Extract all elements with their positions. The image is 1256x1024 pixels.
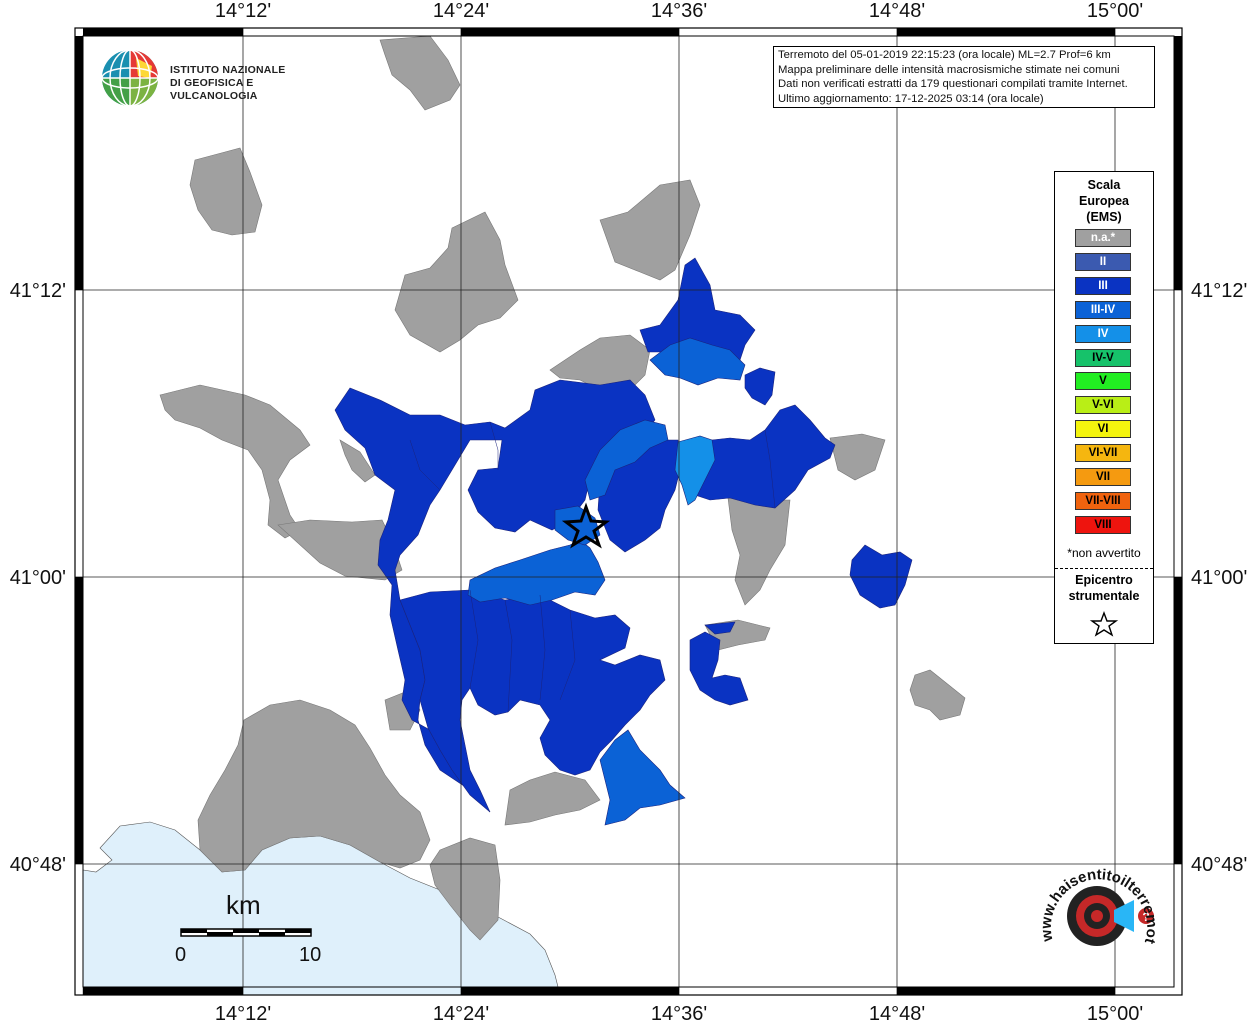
legend-item: VI-VII (1075, 444, 1131, 463)
municipalities-not-felt (159, 35, 966, 941)
lat-label: 40°48' (1191, 854, 1247, 876)
lon-label: 14°12' (215, 1003, 271, 1024)
haisentito-logo: ? www.haisentitoilterremoto.it (1034, 864, 1160, 946)
event-info-line: Dati non verificati estratti da 179 ques… (778, 78, 1128, 91)
ingv-logo: ISTITUTO NAZIONALE DI GEOFISICA E VULCAN… (100, 48, 320, 110)
scale-bar-unit: km (226, 890, 261, 920)
lon-label: 14°24' (433, 1003, 489, 1024)
legend-note: *non avvertito (1067, 546, 1141, 560)
epicenter-star-icon (561, 502, 611, 549)
legend-item: VIII (1075, 515, 1131, 534)
star-icon (1089, 611, 1119, 637)
legend-title-line: Scala (1087, 178, 1121, 192)
legend-title: Scala Europea (EMS) (1055, 177, 1153, 225)
lon-label: 14°48' (869, 0, 925, 22)
event-info-line: Terremoto del 05-01-2019 22:15:23 (ora l… (778, 49, 1111, 61)
lat-labels-left: 41°12' 41°00' 40°48' (10, 280, 66, 876)
legend-item: IV (1075, 324, 1131, 343)
globe-icon (101, 49, 159, 107)
scale-bar-start: 0 (175, 944, 187, 966)
legend-title-line: Europea (1078, 194, 1129, 208)
municipalities-intensity-III (334, 257, 913, 813)
lat-label: 41°00' (10, 567, 66, 589)
lon-label: 14°36' (651, 0, 707, 22)
event-info-line: Mappa preliminare delle intensità macros… (778, 63, 1120, 76)
lon-label: 15°00' (1087, 0, 1143, 22)
municipalities-intensity-IV (674, 435, 716, 506)
ingv-name-line2: DI GEOFISICA E VULCANOLOGIA (170, 77, 258, 102)
map-frame (74, 27, 1183, 996)
event-info-line: Ultimo aggiornamento: 17-12-2025 03:14 (… (778, 92, 1044, 105)
ingv-name-line1: ISTITUTO NAZIONALE (170, 64, 286, 76)
legend-item: VII-VIII (1075, 491, 1131, 510)
intensity-legend: Scala Europea (EMS) n.a.* II III III-IV IV IV… (1054, 171, 1154, 644)
lon-labels-bottom: 14°12' 14°24' 14°36' 14°48' 15°00' (215, 1003, 1143, 1024)
lat-labels-right: 41°12' 41°00' 40°48' (1191, 280, 1247, 876)
legend-item: V (1075, 372, 1131, 391)
lat-label: 41°12' (10, 280, 66, 302)
legend-item: III (1075, 276, 1131, 295)
event-info-box: Terremoto del 05-01-2019 22:15:23 (ora l… (773, 46, 1155, 108)
scale-bar-end: 10 (299, 944, 322, 966)
legend-item: VII (1075, 468, 1131, 486)
legend-title-line: (EMS) (1086, 210, 1122, 224)
graticule (75, 28, 1182, 995)
legend-epicenter-line: Epicentro (1075, 573, 1133, 587)
lon-label: 15°00' (1087, 1003, 1143, 1024)
legend-item: V-VI (1075, 396, 1131, 415)
legend-item: II (1075, 252, 1131, 271)
lat-label: 40°48' (10, 854, 66, 876)
lon-label: 14°24' (433, 0, 489, 22)
legend-epicenter-label: Epicentro strumentale (1055, 572, 1153, 604)
lat-label: 41°12' (1191, 280, 1247, 302)
svg-text:?: ? (1142, 910, 1149, 924)
legend-epicenter-line: strumentale (1068, 589, 1140, 603)
scale-bar (180, 928, 312, 937)
legend-item: VI (1075, 420, 1131, 439)
legend-item: III-IV (1075, 300, 1131, 319)
legend-item: IV-V (1075, 348, 1131, 367)
ingv-name: ISTITUTO NAZIONALE DI GEOFISICA E VULCAN… (170, 64, 320, 103)
municipal-borders (409, 421, 776, 713)
lon-labels-top: 14°12' 14°24' 14°36' 14°48' 15°00' (215, 0, 1143, 22)
lon-label: 14°48' (869, 1003, 925, 1024)
lon-label: 14°12' (215, 0, 271, 22)
lon-label: 14°36' (651, 1003, 707, 1024)
legend-item: n.a.* (1075, 229, 1131, 247)
legend-separator (1055, 568, 1153, 569)
lat-label: 41°00' (1191, 567, 1247, 589)
